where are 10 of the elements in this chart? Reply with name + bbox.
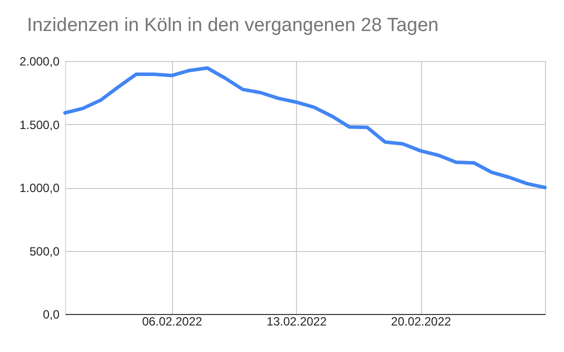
x-tick-label: 06.02.2022 [142,314,203,328]
chart-title: Inzidenzen in Köln in den vergangenen 28 Tagen [26,15,439,36]
y-tick-label: 0,0 [42,308,60,322]
y-tick-label: 1.000,0 [19,181,60,195]
y-tick-label: 2.000,0 [19,54,60,68]
y-tick-label: 500,0 [29,244,60,258]
x-tick-label: 13.02.2022 [266,314,327,328]
x-tick-label: 20.02.2022 [391,314,452,328]
y-tick-label: 1.500,0 [19,118,60,132]
line-series [63,66,547,190]
